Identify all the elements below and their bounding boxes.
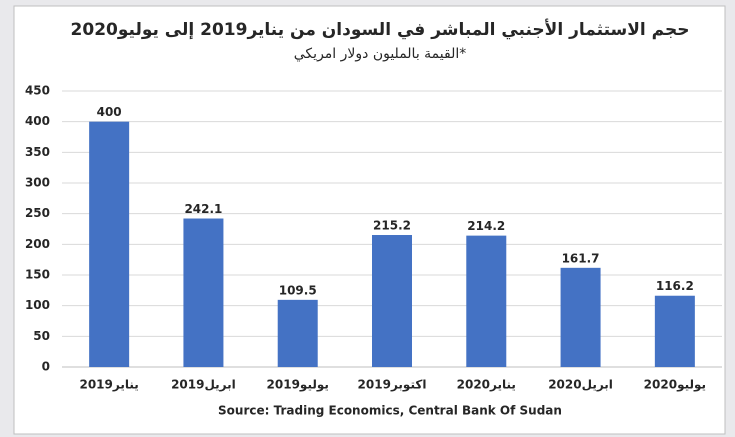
data-label: 161.7 — [562, 251, 600, 265]
data-label: 400 — [97, 105, 122, 119]
y-tick-label: 150 — [25, 268, 50, 282]
bar — [89, 121, 130, 368]
chart-frame — [13, 5, 726, 435]
y-tick-label: 50 — [33, 329, 50, 343]
x-tick-label: ابريل2019 — [171, 378, 236, 392]
y-tick-label: 450 — [25, 84, 50, 98]
bar — [277, 299, 318, 367]
data-label: 214.2 — [467, 219, 505, 233]
x-tick-label: اكتوبر2019 — [358, 378, 427, 393]
y-tick-label: 350 — [25, 145, 50, 159]
y-tick-label: 200 — [25, 237, 50, 251]
y-tick-label: 250 — [25, 206, 50, 220]
x-tick-label: يوليو2020 — [644, 378, 706, 393]
y-tick-label: 0 — [42, 360, 50, 374]
y-tick-label: 300 — [25, 176, 50, 190]
data-label: 215.2 — [373, 219, 411, 233]
bar — [466, 235, 507, 367]
bar — [654, 295, 695, 367]
data-label: 109.5 — [279, 283, 317, 297]
data-label: 116.2 — [656, 279, 694, 293]
chart-subtitle: *القيمة بالمليون دولار امريكي — [294, 46, 466, 62]
data-label: 242.1 — [184, 202, 222, 216]
x-axis-label: Source: Trading Economics, Central Bank … — [218, 404, 562, 418]
y-tick-label: 100 — [25, 298, 50, 312]
x-tick-label: يناير2020 — [457, 378, 516, 392]
y-tick-label: 400 — [25, 114, 50, 128]
x-tick-label: يوليو2019 — [267, 378, 329, 393]
bar — [560, 267, 601, 367]
x-tick-label: ابريل2020 — [548, 378, 613, 392]
x-tick-label: يناير2019 — [79, 378, 138, 392]
bar — [183, 218, 224, 367]
bar — [372, 235, 412, 367]
chart-title: حجم الاستثمار الأجنبي المباشر في السودان… — [71, 19, 690, 40]
